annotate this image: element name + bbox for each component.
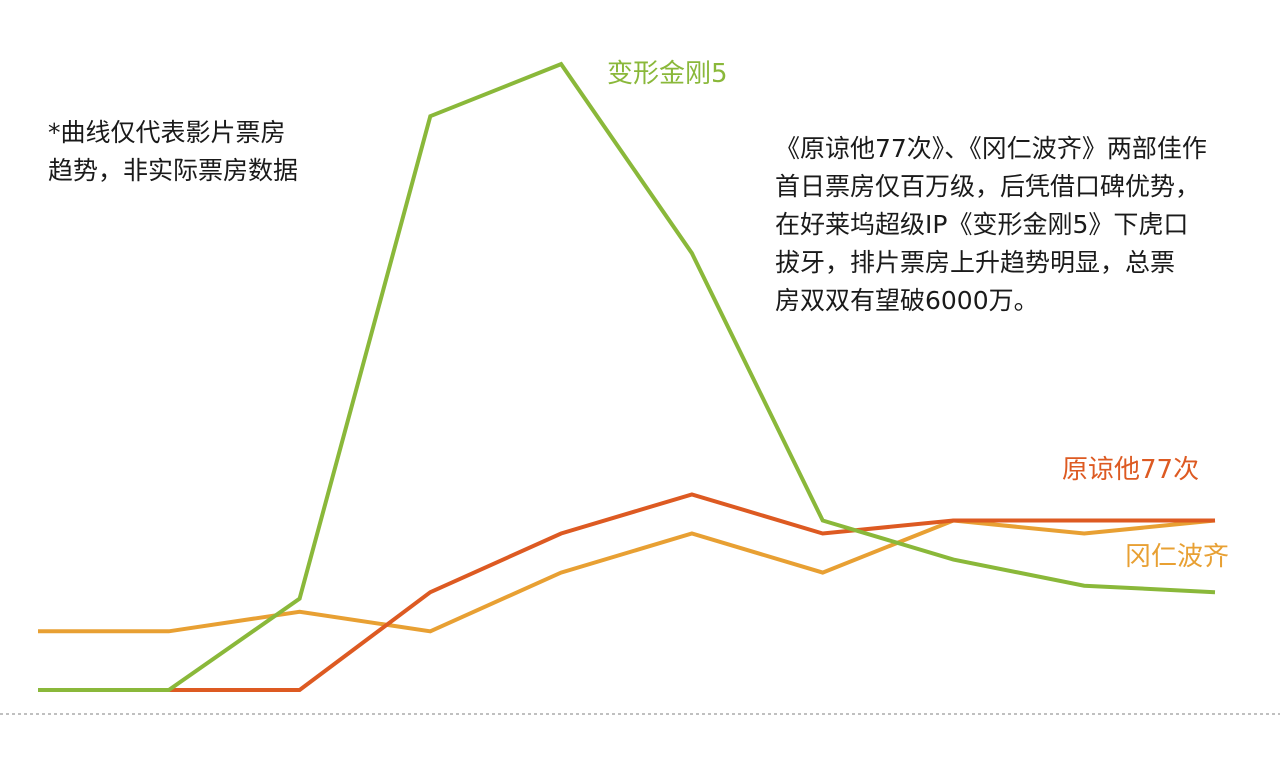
- disclaimer-line: *曲线仅代表影片票房: [48, 118, 286, 147]
- commentary-line: 《原谅他77次》、《冈仁波齐》两部佳作: [775, 134, 1207, 163]
- series-line-transformers: [38, 61, 1216, 692]
- series-line-forgive-77: [38, 492, 1215, 692]
- disclaimer-line: 趋势，非实际票房数据: [48, 156, 299, 185]
- series-label-kailash: 冈仁波齐: [1125, 542, 1229, 572]
- series-label-forgive-77: 原谅他77次: [1062, 455, 1199, 485]
- series-line-kailash: [38, 518, 1216, 634]
- commentary-line: 首日票房仅百万级，后凭借口碑优势，: [775, 172, 1201, 201]
- commentary-note: 《原谅他77次》、《冈仁波齐》两部佳作 首日票房仅百万级，后凭借口碑优势， 在好…: [775, 130, 1245, 320]
- disclaimer-note: *曲线仅代表影片票房 趋势，非实际票房数据: [48, 114, 348, 190]
- commentary-line: 在好莱坞超级IP《变形金刚5》下虎口: [775, 210, 1189, 239]
- series-layer: [38, 61, 1216, 692]
- series-label-transformers: 变形金刚5: [607, 59, 728, 89]
- commentary-line: 房双双有望破6000万。: [775, 286, 1039, 315]
- commentary-line: 拔牙，排片票房上升趋势明显，总票: [775, 248, 1176, 277]
